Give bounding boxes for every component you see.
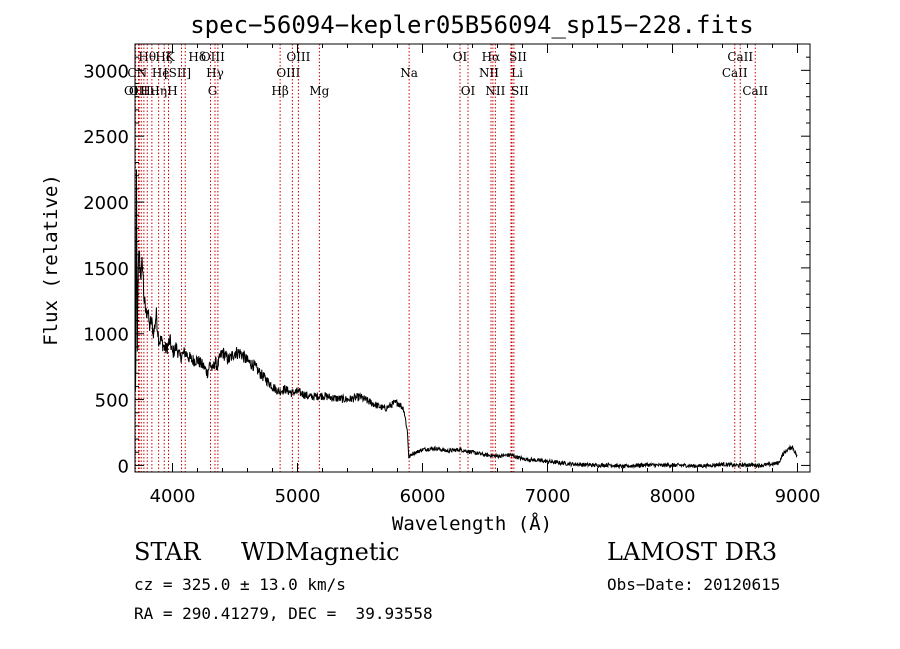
line-label: Hα: [482, 50, 501, 64]
line-label: OIII: [276, 66, 300, 80]
line-label: Na: [400, 66, 418, 80]
plot-axes: 4000 5000 6000 7000 8000 9000 0 500 1000 1500 2000…: [83, 43, 821, 507]
y-axis-label: Flux (relative): [40, 174, 62, 346]
line-label: [SII]: [164, 66, 191, 80]
y-tick-label: 2500: [83, 127, 129, 148]
line-label: CN: [127, 66, 147, 80]
object-class: STAR: [134, 538, 201, 566]
observation-date: Obs−Date: 20120615: [607, 575, 781, 594]
line-label: CaII: [742, 84, 768, 98]
x-axis-label: Wavelength (Å): [392, 512, 552, 535]
line-label: G: [208, 84, 218, 98]
y-tick-label: 3000: [83, 61, 129, 82]
line-label: Hθ: [138, 50, 156, 64]
x-tick-label: 8000: [650, 486, 696, 507]
line-label: Mg: [309, 84, 329, 98]
line-label: CaII: [727, 50, 753, 64]
line-label: Hγ: [206, 66, 224, 80]
line-label: OI: [453, 50, 468, 64]
line-label: K: [166, 50, 176, 64]
x-tick-label: 5000: [275, 486, 321, 507]
spectrum-trace: [134, 169, 798, 470]
line-label: CaII: [722, 66, 748, 80]
x-tick-label: 6000: [400, 486, 446, 507]
sky-coordinates: RA = 290.41279, DEC = 39.93558: [134, 604, 433, 623]
redshift-value: cz = 325.0 ± 13.0 km/s: [134, 575, 346, 594]
y-tick-label: 1000: [83, 325, 129, 346]
x-tick-label: 9000: [775, 486, 821, 507]
x-tick-label: 7000: [525, 486, 571, 507]
y-tick-label: 0: [118, 456, 129, 477]
chart-title: spec−56094−kepler05B56094_sp15−228.fits: [190, 11, 754, 39]
line-label: Hδ: [188, 50, 206, 64]
line-label: SII: [511, 84, 529, 98]
line-label: H: [167, 84, 177, 98]
x-tick-label: 4000: [150, 486, 196, 507]
line-label: Hζ: [155, 50, 172, 64]
line-label: NII: [485, 84, 505, 98]
plot-frame: [134, 43, 811, 473]
y-tick-label: 2000: [83, 193, 129, 214]
line-label: OIII: [286, 50, 310, 64]
object-subclass: WDMagnetic: [241, 538, 400, 566]
line-label: SII: [509, 50, 527, 64]
line-label: OIII: [201, 50, 225, 64]
line-label: Li: [511, 66, 523, 80]
line-label: He: [152, 66, 170, 80]
line-label: Hβ: [271, 84, 288, 98]
survey-release: LAMOST DR3: [607, 538, 778, 566]
emission-line-markers: OIIOIICNHθHιHηHζHeKH[SII]HδGHγOIIIHβOIII…: [124, 44, 768, 472]
y-tick-label: 500: [95, 391, 129, 412]
y-tick-label: 1500: [83, 259, 129, 280]
spectrum-line: [134, 169, 798, 470]
line-label: OI: [461, 84, 476, 98]
line-label: NII: [479, 66, 499, 80]
